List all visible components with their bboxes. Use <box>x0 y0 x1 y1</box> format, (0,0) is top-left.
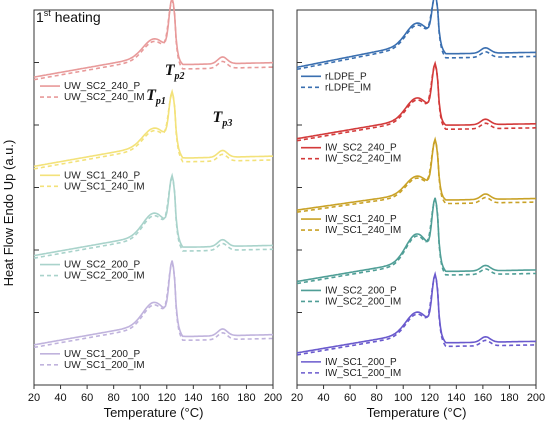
legend-entry: rLDPE_P <box>325 71 367 82</box>
heading-label: 1st heating <box>36 8 101 25</box>
x-tick-label: 120 <box>421 392 439 404</box>
legend-entry: UW_SC1_200_IM <box>64 360 145 371</box>
series-line <box>33 91 273 170</box>
peak-annotation: Tp3 <box>213 109 233 129</box>
legend-entry: UW_SC2_240_IM <box>64 92 145 103</box>
x-tick-label: 100 <box>131 392 149 404</box>
series-line <box>33 172 273 257</box>
legend-entry: IW_SC2_240_IM <box>325 154 401 165</box>
x-tick-label: 160 <box>211 392 229 404</box>
legend-entry: IW_SC1_240_P <box>325 214 397 225</box>
right-panel: 20 40 60 80 100 120 140 160 180 200 Temperature (°… <box>291 0 545 420</box>
series-line <box>296 60 537 140</box>
legend-entry: IW_SC2_240_P <box>325 143 397 154</box>
legend-entry: IW_SC2_200_P <box>325 285 397 296</box>
x-axis-label: Temperature (°C) <box>367 405 467 420</box>
x-tick-label: 140 <box>447 392 465 404</box>
x-tick-label: 60 <box>344 392 356 404</box>
legend-entry: IW_SC1_200_IM <box>325 368 401 379</box>
legend-entry: UW_SC1_240_IM <box>64 181 145 192</box>
x-tick-label: 140 <box>184 392 202 404</box>
heading-rest: heating <box>51 9 101 25</box>
x-tick-label: 80 <box>371 392 383 404</box>
x-tick-label: 20 <box>291 392 303 404</box>
series-line <box>296 136 537 211</box>
legend-entry: rLDPE_IM <box>325 82 371 93</box>
legend-entry: UW_SC1_240_P <box>64 170 140 181</box>
right-plot-frame <box>296 9 537 386</box>
y-axis-label: Heat Flow Endo Up (a.u.) <box>1 140 16 287</box>
legend-entry: IW_SC1_240_IM <box>325 225 401 236</box>
peak-annotation: Tp1 <box>146 87 166 107</box>
series-line <box>296 0 537 69</box>
x-tick-label: 60 <box>81 392 93 404</box>
x-tick-label: 40 <box>317 392 329 404</box>
peak-annotation: Tp2 <box>165 62 185 82</box>
x-tick-label: 180 <box>500 392 518 404</box>
series-line <box>33 0 273 78</box>
x-tick-label: 100 <box>394 392 412 404</box>
x-axis-label: Temperature (°C) <box>104 405 204 420</box>
x-tick-label: 200 <box>527 392 545 404</box>
legend-entry: UW_SC2_240_P <box>64 81 140 92</box>
legend-entry: UW_SC2_200_P <box>64 260 140 271</box>
x-tick-label: 180 <box>237 392 255 404</box>
legend-entry: UW_SC2_200_IM <box>64 271 145 282</box>
left-plot-frame <box>33 9 274 386</box>
left-panel: 20 40 60 80 100 120 140 160 180 200 Temperature (°… <box>28 0 282 420</box>
series-line <box>33 88 273 168</box>
heading-superscript: st <box>44 8 52 18</box>
x-tick-label: 200 <box>264 392 282 404</box>
legend-entry: UW_SC1_200_P <box>64 349 140 360</box>
series-line <box>33 260 273 346</box>
legend-entry: IW_SC2_200_IM <box>325 296 401 307</box>
x-tick-label: 40 <box>54 392 66 404</box>
x-tick-label: 20 <box>28 392 40 404</box>
x-tick-label: 120 <box>158 392 176 404</box>
x-tick-label: 160 <box>474 392 492 404</box>
x-tick-label: 80 <box>108 392 120 404</box>
series-line <box>33 0 274 81</box>
series-line <box>296 197 537 283</box>
series-line <box>296 271 537 354</box>
series-line <box>296 273 536 356</box>
series-line <box>296 197 536 285</box>
legend-entry: IW_SC1_200_P <box>325 357 397 368</box>
heading-number: 1 <box>36 9 44 25</box>
series-line <box>296 139 536 213</box>
